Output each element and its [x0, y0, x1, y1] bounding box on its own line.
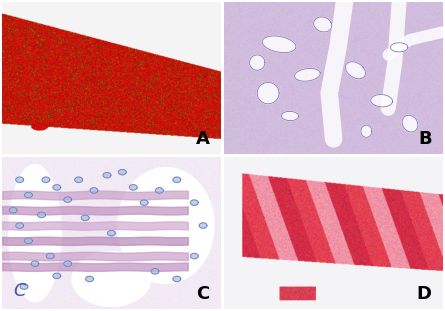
Text: B: B	[418, 130, 432, 148]
Text: C: C	[196, 285, 210, 303]
Polygon shape	[24, 238, 32, 244]
Polygon shape	[16, 177, 24, 183]
Polygon shape	[371, 95, 392, 107]
Polygon shape	[173, 177, 181, 183]
Text: C: C	[13, 282, 26, 300]
Polygon shape	[38, 212, 45, 218]
Polygon shape	[42, 177, 50, 183]
Polygon shape	[151, 269, 159, 274]
Polygon shape	[118, 169, 126, 175]
Polygon shape	[190, 200, 198, 205]
Polygon shape	[81, 215, 89, 220]
Polygon shape	[108, 230, 115, 236]
Polygon shape	[199, 223, 207, 228]
Text: D: D	[417, 285, 432, 303]
Polygon shape	[9, 207, 17, 213]
Polygon shape	[361, 125, 372, 137]
Polygon shape	[295, 68, 320, 81]
Polygon shape	[257, 82, 279, 104]
Polygon shape	[72, 252, 151, 306]
Polygon shape	[53, 273, 61, 279]
Polygon shape	[20, 284, 28, 289]
Polygon shape	[250, 55, 265, 70]
Polygon shape	[31, 261, 39, 267]
Polygon shape	[155, 188, 163, 193]
Polygon shape	[345, 62, 365, 79]
Polygon shape	[64, 261, 72, 267]
Polygon shape	[24, 192, 32, 198]
Polygon shape	[64, 197, 72, 202]
Polygon shape	[90, 188, 98, 193]
Polygon shape	[314, 17, 332, 32]
Polygon shape	[173, 276, 181, 282]
Polygon shape	[390, 43, 408, 52]
Polygon shape	[190, 253, 198, 259]
Polygon shape	[281, 111, 299, 121]
Polygon shape	[118, 168, 214, 284]
Text: A: A	[196, 130, 210, 148]
Polygon shape	[140, 200, 148, 205]
Polygon shape	[46, 253, 54, 259]
Polygon shape	[53, 185, 61, 190]
Polygon shape	[16, 223, 24, 228]
Polygon shape	[103, 172, 111, 178]
Polygon shape	[129, 185, 137, 190]
Polygon shape	[402, 115, 418, 132]
Polygon shape	[75, 177, 83, 183]
Polygon shape	[9, 165, 61, 302]
Polygon shape	[262, 36, 296, 53]
Polygon shape	[85, 276, 93, 282]
